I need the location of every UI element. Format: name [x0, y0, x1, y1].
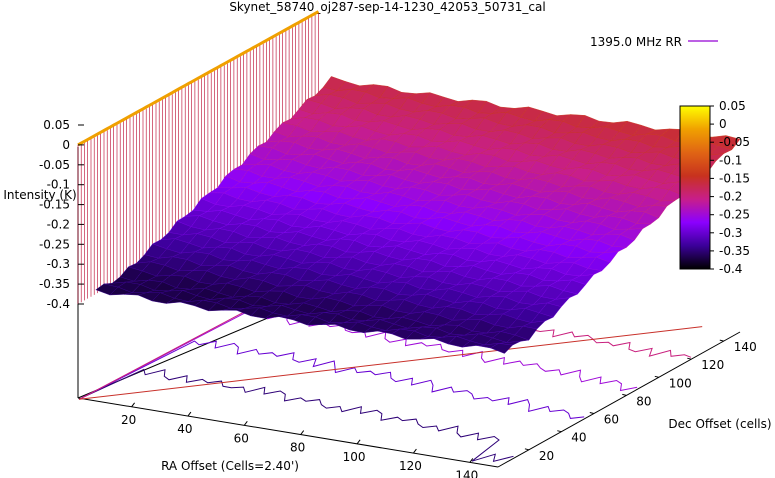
colorbar-tick-label: -0.05 — [719, 135, 750, 149]
z-tick-label: -0.15 — [39, 198, 70, 212]
y-tick-mark — [557, 430, 562, 433]
z-ticks: 0.05 0 -0.05 -0.1 -0.15 -0.2 -0.25 -0.3 -0.35 -0.… — [39, 118, 84, 311]
colorbar — [679, 105, 711, 270]
colorbar-tick-label: -0.3 — [719, 226, 742, 240]
z-tick-label: 0 — [62, 138, 70, 152]
y-tick-mark — [719, 339, 724, 342]
z-tick-label: -0.05 — [39, 158, 70, 172]
z-tick-label: -0.1 — [47, 178, 70, 192]
x-axis-label: RA Offset (Cells=2.40') — [161, 459, 299, 473]
contour-line — [79, 326, 703, 400]
x-tick-mark — [187, 411, 192, 417]
colorbar-tick-label: -0.4 — [719, 262, 742, 276]
near-edge-polyline — [77, 10, 320, 147]
z-tick-label: -0.2 — [47, 217, 70, 231]
z-tick-label: -0.35 — [39, 277, 70, 291]
x-tick-mark — [412, 448, 417, 454]
x-tick-mark — [243, 420, 248, 426]
z-tick-label: -0.25 — [39, 237, 70, 251]
contour-line — [82, 368, 514, 462]
legend-label: 1395.0 MHz RR — [590, 35, 682, 49]
colorbar-tick-label: -0.2 — [719, 190, 742, 204]
x-ticks: 20 40 60 80 100 120 140 — [121, 402, 478, 478]
y-tick-label: 20 — [539, 449, 554, 463]
y-tick-mark — [589, 412, 594, 414]
x-tick-label: 80 — [290, 441, 305, 455]
x-tick-label: 140 — [455, 468, 478, 478]
surface-mesh — [95, 76, 741, 354]
y-tick-label: 80 — [636, 394, 651, 408]
x-tick-mark — [300, 430, 305, 435]
colorbar-ticks: 0.05 0 -0.05 -0.1 -0.15 -0.2 -0.25 -0.3 -0.35 -0.… — [710, 99, 750, 276]
y-tick-label: 100 — [669, 376, 692, 390]
colorbar-tick-label: -0.25 — [719, 208, 750, 222]
z-tick-label: -0.3 — [47, 257, 70, 271]
z-tick-label: 0.05 — [43, 118, 70, 132]
z-tick-label: -0.4 — [47, 297, 70, 311]
x-tick-label: 60 — [234, 431, 249, 445]
x-tick-mark — [131, 402, 136, 408]
y-tick-label: 60 — [604, 413, 619, 427]
y-tick-label: 40 — [571, 431, 586, 445]
y-axis-label: Dec Offset (cells) — [668, 417, 771, 431]
contour-line — [81, 340, 585, 419]
y-tick-mark — [654, 375, 659, 378]
colorbar-rect — [679, 105, 711, 270]
y-tick-mark — [687, 357, 692, 360]
x-tick-label: 120 — [399, 459, 422, 473]
x-tick-label: 20 — [121, 413, 136, 427]
x-tick-label: 40 — [177, 422, 192, 436]
x-tick-mark — [469, 458, 474, 463]
colorbar-tick-label: 0.05 — [719, 99, 746, 113]
near-edge-line — [77, 10, 320, 147]
y-tick-mark — [524, 448, 530, 451]
y-tick-label: 140 — [734, 340, 757, 354]
surface-cell — [95, 283, 119, 296]
ra-axis-line — [77, 397, 499, 468]
x-tick-label: 100 — [343, 450, 366, 464]
x-tick-mark — [356, 439, 361, 445]
z-axis-label: Intensity (K) — [3, 188, 76, 202]
chart-title: Skynet_58740_oj287-sep-14-1230_42053_507… — [229, 0, 546, 14]
colorbar-tick-label: 0 — [719, 117, 727, 131]
colorbar-tick-label: -0.1 — [719, 153, 742, 167]
colorbar-tick-label: -0.35 — [719, 244, 750, 258]
y-tick-mark — [622, 393, 627, 396]
y-ticks: 20 40 60 80 100 120 140 — [524, 339, 757, 463]
dec-axis-line — [497, 331, 741, 468]
colorbar-tick-label: -0.15 — [719, 171, 750, 185]
y-tick-label: 120 — [701, 358, 724, 372]
